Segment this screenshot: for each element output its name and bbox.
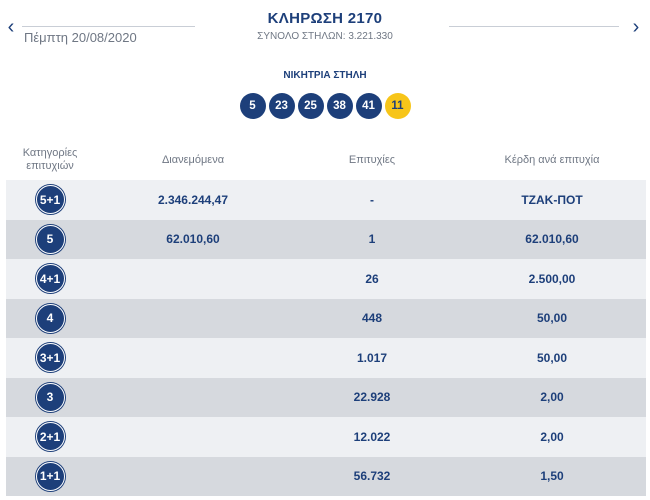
winning-ball: 41 — [355, 93, 382, 119]
table-row: 3 22.928 2,00 — [6, 377, 646, 417]
winners-cell: 1.017 — [356, 350, 388, 365]
winners-cell: 26 — [365, 271, 379, 286]
category-badge: 5 — [35, 224, 65, 254]
winners-cell: 448 — [361, 311, 383, 326]
chevron-left-icon[interactable]: ‹ — [7, 16, 15, 38]
table-row: 5+1 2.346.244,47 - ΤΖΑΚ-ΠΟΤ — [6, 180, 646, 220]
category-badge: 1+1 — [35, 461, 65, 491]
winning-column-label: ΝΙΚΗΤΡΙΑ ΣΤΗΛΗ — [283, 70, 367, 81]
prize-cell: 62.010,60 — [525, 232, 579, 247]
table-row: 4 448 50,00 — [6, 298, 646, 338]
winning-ball: 23 — [268, 93, 295, 119]
category-badge: 5+1 — [35, 185, 65, 215]
distributed-cell: 62.010,60 — [166, 232, 220, 247]
prize-cell: 2.500,00 — [528, 271, 576, 286]
winners-cell: 1 — [368, 232, 376, 247]
prize-cell: 1,50 — [540, 469, 564, 484]
prize-cell: 2,00 — [540, 390, 564, 405]
table-row: 3+1 1.017 50,00 — [6, 338, 646, 378]
prize-table: Κατηγορίες επιτυχιών Διανεμόμενα Επιτυχί… — [6, 140, 646, 496]
winning-ball: 38 — [326, 93, 353, 119]
prize-cell: ΤΖΑΚ-ΠΟΤ — [521, 192, 583, 207]
total-columns: ΣΥΝΟΛΟ ΣΤΗΛΩΝ: 3.221.330 — [257, 31, 393, 42]
category-badge: 4 — [35, 303, 65, 333]
winning-numbers: 5 23 25 38 41 11 — [0, 93, 650, 119]
winners-cell: - — [370, 192, 374, 207]
winners-cell: 56.732 — [353, 469, 391, 484]
category-badge: 2+1 — [35, 422, 65, 452]
prize-cell: 2,00 — [540, 429, 564, 444]
draw-header: ‹ Πέμπτη 20/08/2020 ΚΛΗΡΩΣΗ 2170 ΣΥΝΟΛΟ … — [0, 0, 650, 55]
winning-ball: 25 — [297, 93, 324, 119]
distributed-cell: 2.346.244,47 — [157, 192, 229, 207]
joker-ball: 11 — [384, 93, 411, 119]
prize-cell: 50,00 — [536, 350, 568, 365]
category-badge: 4+1 — [35, 264, 65, 294]
winners-cell: 22.928 — [353, 390, 391, 405]
header-categories: Κατηγορίες επιτυχιών — [22, 147, 78, 172]
category-badge: 3+1 — [35, 343, 65, 373]
divider-left — [22, 26, 195, 27]
category-badge: 3 — [35, 382, 65, 412]
header-winners: Επιτυχίες — [348, 153, 396, 166]
chevron-right-icon[interactable]: › — [632, 16, 640, 38]
divider-right — [449, 26, 619, 27]
header-prize: Κέρδη ανά επιτυχία — [504, 153, 600, 166]
table-row: 1+1 56.732 1,50 — [6, 456, 646, 496]
table-row: 4+1 26 2.500,00 — [6, 259, 646, 299]
header-distributed: Διανεμόμενα — [161, 153, 225, 166]
table-header: Κατηγορίες επιτυχιών Διανεμόμενα Επιτυχί… — [6, 140, 646, 180]
table-row: 5 62.010,60 1 62.010,60 — [6, 219, 646, 259]
table-row: 2+1 12.022 2,00 — [6, 417, 646, 457]
draw-date: Πέμπτη 20/08/2020 — [24, 30, 137, 45]
winners-cell: 12.022 — [353, 429, 391, 444]
prize-cell: 50,00 — [536, 311, 568, 326]
draw-title: ΚΛΗΡΩΣΗ 2170 — [267, 10, 383, 27]
winning-ball: 5 — [239, 93, 266, 119]
